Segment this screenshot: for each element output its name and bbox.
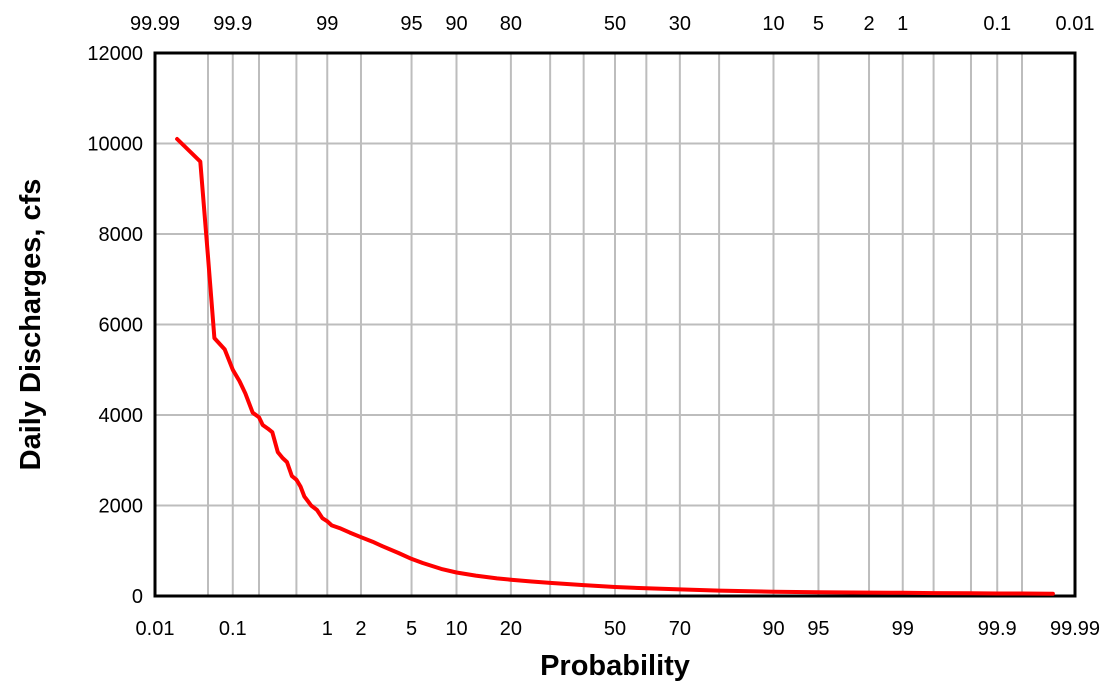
x-tick-label-bottom: 99 — [892, 618, 914, 640]
x-tick-label-bottom: 90 — [762, 618, 784, 640]
x-tick-label-bottom: 2 — [355, 618, 366, 640]
y-tick-label: 4000 — [99, 405, 144, 427]
series-line — [175, 137, 1055, 596]
x-tick-label-top: 0.01 — [1056, 13, 1095, 35]
y-tick-label: 10000 — [87, 134, 143, 156]
x-tick-label-bottom: 95 — [807, 618, 829, 640]
grid-layer — [154, 53, 1076, 596]
x-tick-label-bottom: 1 — [322, 618, 333, 640]
plot-frame — [153, 51, 1077, 598]
x-tick-label-bottom: 70 — [669, 618, 691, 640]
x-tick-label-bottom: 50 — [604, 618, 626, 640]
y-tick-label: 8000 — [99, 224, 144, 246]
y-tick-label: 6000 — [99, 315, 144, 337]
x-tick-label-top: 0.1 — [983, 13, 1011, 35]
x-tick-label-top: 1 — [897, 13, 908, 35]
x-tick-label-bottom: 10 — [445, 618, 467, 640]
x-tick-label-top: 99.99 — [130, 13, 180, 35]
x-tick-label-top: 80 — [500, 13, 522, 35]
x-tick-label-top: 90 — [445, 13, 467, 35]
x-tick-label-top: 99.9 — [213, 13, 252, 35]
x-tick-label-bottom: 99.99 — [1050, 618, 1100, 640]
y-axis-title: Daily Discharges, cfs — [15, 179, 47, 471]
x-tick-label-top: 2 — [863, 13, 874, 35]
x-tick-label-top: 95 — [400, 13, 422, 35]
x-tick-label-top: 10 — [762, 13, 784, 35]
x-tick-label-bottom: 0.01 — [136, 618, 175, 640]
x-tick-label-bottom: 20 — [500, 618, 522, 640]
x-tick-label-bottom: 5 — [406, 618, 417, 640]
y-tick-label: 2000 — [99, 496, 144, 518]
x-tick-label-top: 5 — [813, 13, 824, 35]
x-axis-title: Probability — [540, 650, 690, 681]
x-tick-label-top: 50 — [604, 13, 626, 35]
x-tick-label-bottom: 99.9 — [978, 618, 1017, 640]
x-tick-label-top: 99 — [316, 13, 338, 35]
series-layer — [175, 137, 1055, 596]
y-tick-label: 0 — [132, 586, 143, 608]
x-tick-label-top: 30 — [669, 13, 691, 35]
x-tick-label-bottom: 0.1 — [219, 618, 247, 640]
y-tick-label: 12000 — [87, 43, 143, 65]
